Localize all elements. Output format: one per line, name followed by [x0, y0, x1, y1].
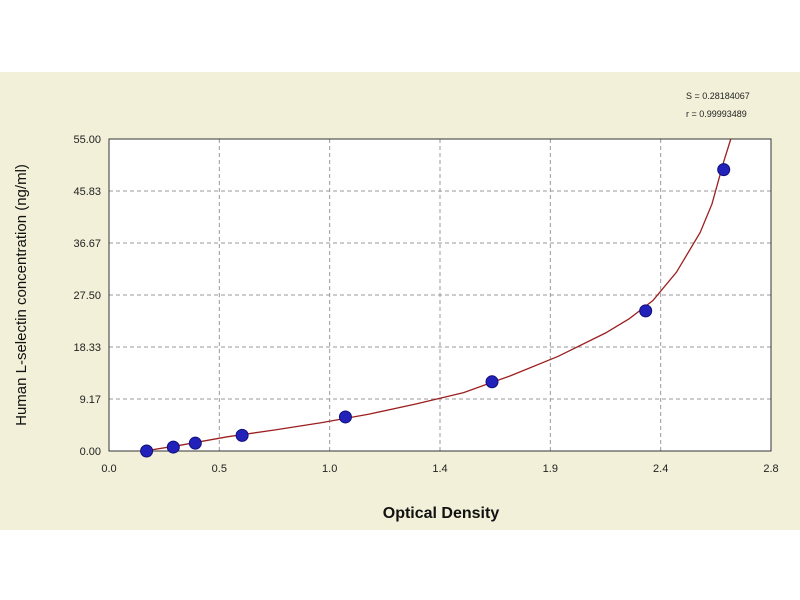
y-axis-ticks: 0.00 9.17 18.33 27.50 36.67 45.83 55.00	[73, 134, 101, 458]
x-tick-label: 1.4	[432, 463, 447, 475]
data-point	[485, 375, 499, 389]
data-point	[717, 163, 731, 177]
fit-curve-group	[144, 138, 732, 452]
x-tick-label: 2.4	[653, 463, 668, 475]
data-point	[140, 444, 154, 458]
y-tick-label: 9.17	[80, 394, 101, 406]
y-tick-label: 55.00	[73, 134, 101, 146]
data-point	[338, 410, 352, 424]
stat-s: S = 0.28184067	[686, 91, 750, 101]
stat-r: r = 0.99993489	[686, 109, 747, 119]
y-tick-label: 45.83	[73, 186, 101, 198]
data-point	[166, 440, 180, 454]
plot-frame	[108, 138, 772, 452]
x-tick-label: 2.8	[763, 463, 778, 475]
x-axis-title: Optical Density	[383, 505, 500, 522]
data-point	[188, 436, 202, 450]
grid	[109, 139, 771, 451]
data-point	[639, 304, 653, 318]
x-tick-label: 0.0	[101, 463, 116, 475]
x-tick-label: 1.9	[543, 463, 558, 475]
y-tick-label: 0.00	[80, 446, 101, 458]
x-axis-ticks: 0.0 0.5 1.0 1.4 1.9 2.4 2.8	[101, 463, 778, 475]
fit-curve	[144, 138, 732, 452]
y-tick-label: 18.33	[73, 342, 101, 354]
y-axis-title: Human L-selectin concentration (ng/ml)	[13, 164, 30, 426]
x-tick-label: 0.5	[212, 463, 227, 475]
y-tick-label: 36.67	[73, 238, 101, 250]
data-points	[140, 163, 731, 458]
x-tick-label: 1.0	[322, 463, 337, 475]
data-point	[235, 428, 249, 442]
y-tick-label: 27.50	[73, 290, 101, 302]
